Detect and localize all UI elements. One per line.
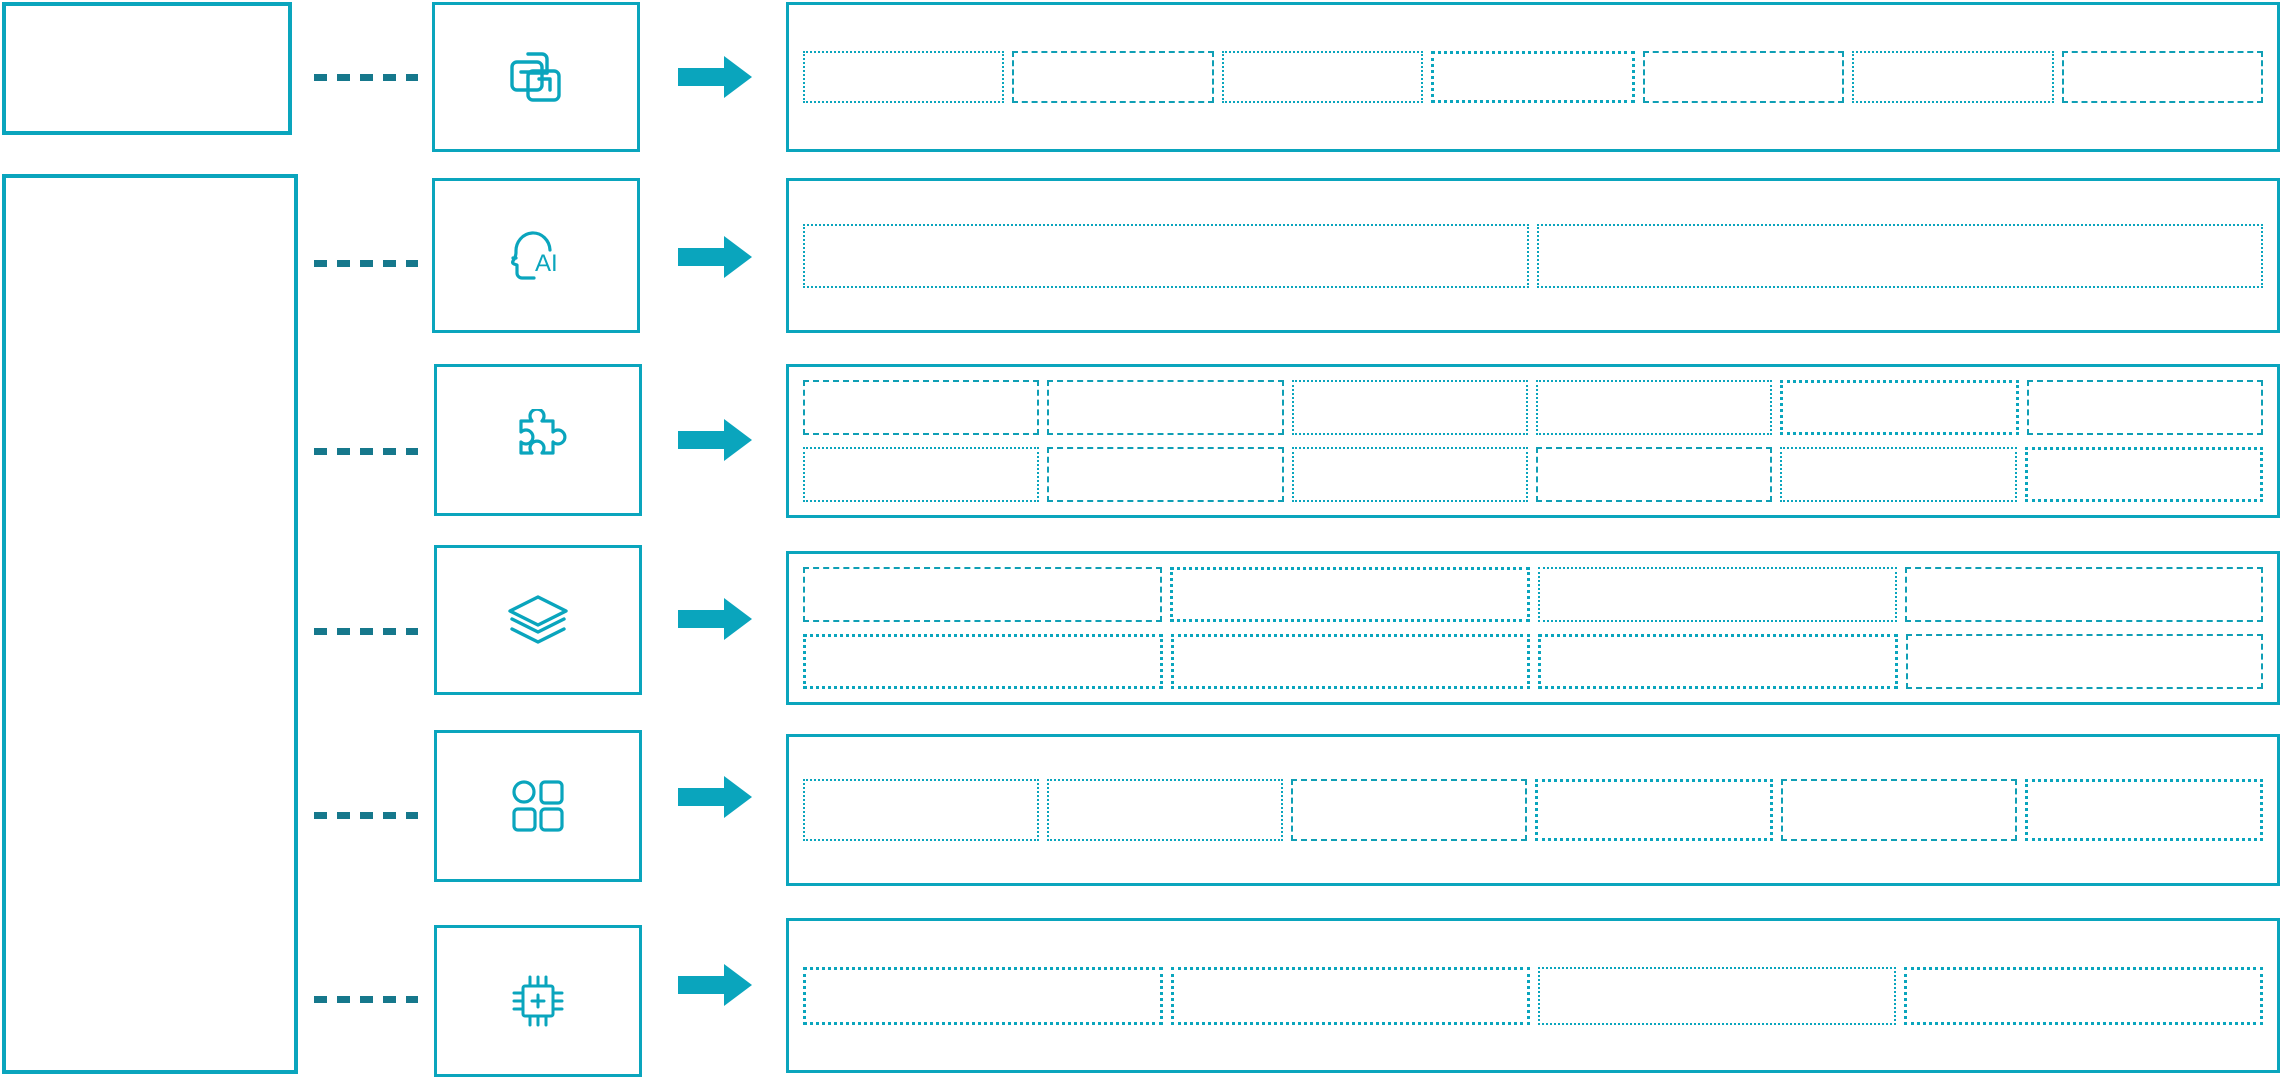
slot[interactable] [1904,567,2263,622]
slot[interactable] [1781,779,2017,841]
layers-stack-icon [506,591,570,649]
icon-card-row-1[interactable] [432,2,640,152]
slot[interactable] [1905,634,2263,689]
slot[interactable] [2025,779,2263,841]
slot[interactable] [1047,447,1284,502]
connector-row-6 [314,996,418,1003]
slot[interactable] [1047,380,1284,435]
panel-row-5[interactable] [786,734,2280,886]
panel-row-5-line-1 [803,779,2263,841]
connector-row-2 [314,260,418,267]
slot[interactable] [1291,380,1528,435]
slot[interactable] [1537,223,2263,288]
icon-card-row-6[interactable] [434,925,642,1077]
slot[interactable] [1538,966,1896,1025]
slot[interactable] [1431,51,1635,103]
slot[interactable] [1170,634,1530,689]
app-grid-icon [509,777,567,835]
slot[interactable] [1012,51,1214,103]
slot[interactable] [803,223,1529,288]
left-block-tall[interactable] [2,174,298,1074]
slot[interactable] [2026,380,2263,435]
panel-row-4[interactable] [786,551,2280,705]
panel-row-6-line-1 [803,966,2263,1025]
slot[interactable] [1535,447,1773,502]
panel-row-3-line-1 [803,380,2263,435]
panel-row-4-line-1 [803,567,2263,622]
slot[interactable] [803,567,1162,622]
slot[interactable] [1538,634,1898,689]
slot[interactable] [1047,779,1283,841]
puzzle-piece-icon [507,409,569,471]
icon-card-row-4[interactable] [434,545,642,695]
panel-row-2[interactable] [786,178,2280,333]
slot[interactable] [803,51,1005,103]
svg-text:AI: AI [535,250,558,277]
left-block-top[interactable] [2,2,292,135]
ai-head-icon: AI [505,224,567,288]
slot[interactable] [803,447,1040,502]
slot[interactable] [1291,447,1528,502]
overlapping-windows-icon [504,46,568,108]
slot[interactable] [2061,51,2263,103]
arrow-row-2 [678,234,752,280]
slot[interactable] [803,380,1040,435]
slot[interactable] [1780,447,2017,502]
arrow-row-3 [678,417,752,463]
icon-card-row-5[interactable] [434,730,642,882]
slot[interactable] [1535,380,1773,435]
connector-row-4 [314,628,418,635]
connector-row-3 [314,448,418,455]
slot[interactable] [1642,51,1845,103]
slot[interactable] [1291,779,1527,841]
slot[interactable] [1169,567,1530,622]
panel-row-1[interactable] [786,2,2280,152]
slot[interactable] [803,779,1039,841]
connector-row-1 [314,74,418,81]
left-column [0,0,300,1078]
slot[interactable] [1852,51,2054,103]
arrow-row-1 [678,54,752,100]
panel-row-3-line-2 [803,447,2263,502]
arrow-row-6 [678,962,752,1008]
panel-row-1-line-1 [803,51,2263,103]
icon-card-row-3[interactable] [434,364,642,516]
connector-row-5 [314,812,418,819]
slot[interactable] [2024,447,2263,502]
arrow-row-4 [678,596,752,642]
slot[interactable] [1780,380,2019,435]
slot[interactable] [1535,779,1773,841]
arrow-row-5 [678,774,752,820]
slot[interactable] [1903,966,2263,1025]
cpu-chip-icon [508,971,568,1031]
slot[interactable] [803,966,1163,1025]
panel-row-6[interactable] [786,918,2280,1073]
panel-row-4-line-2 [803,634,2263,689]
slot[interactable] [1221,51,1424,103]
icon-card-row-2[interactable]: AI [432,178,640,333]
panel-row-3[interactable] [786,364,2280,518]
panel-row-2-line-1 [803,223,2263,288]
slot[interactable] [1538,567,1897,622]
slot[interactable] [1170,966,1530,1025]
slot[interactable] [803,634,1163,689]
